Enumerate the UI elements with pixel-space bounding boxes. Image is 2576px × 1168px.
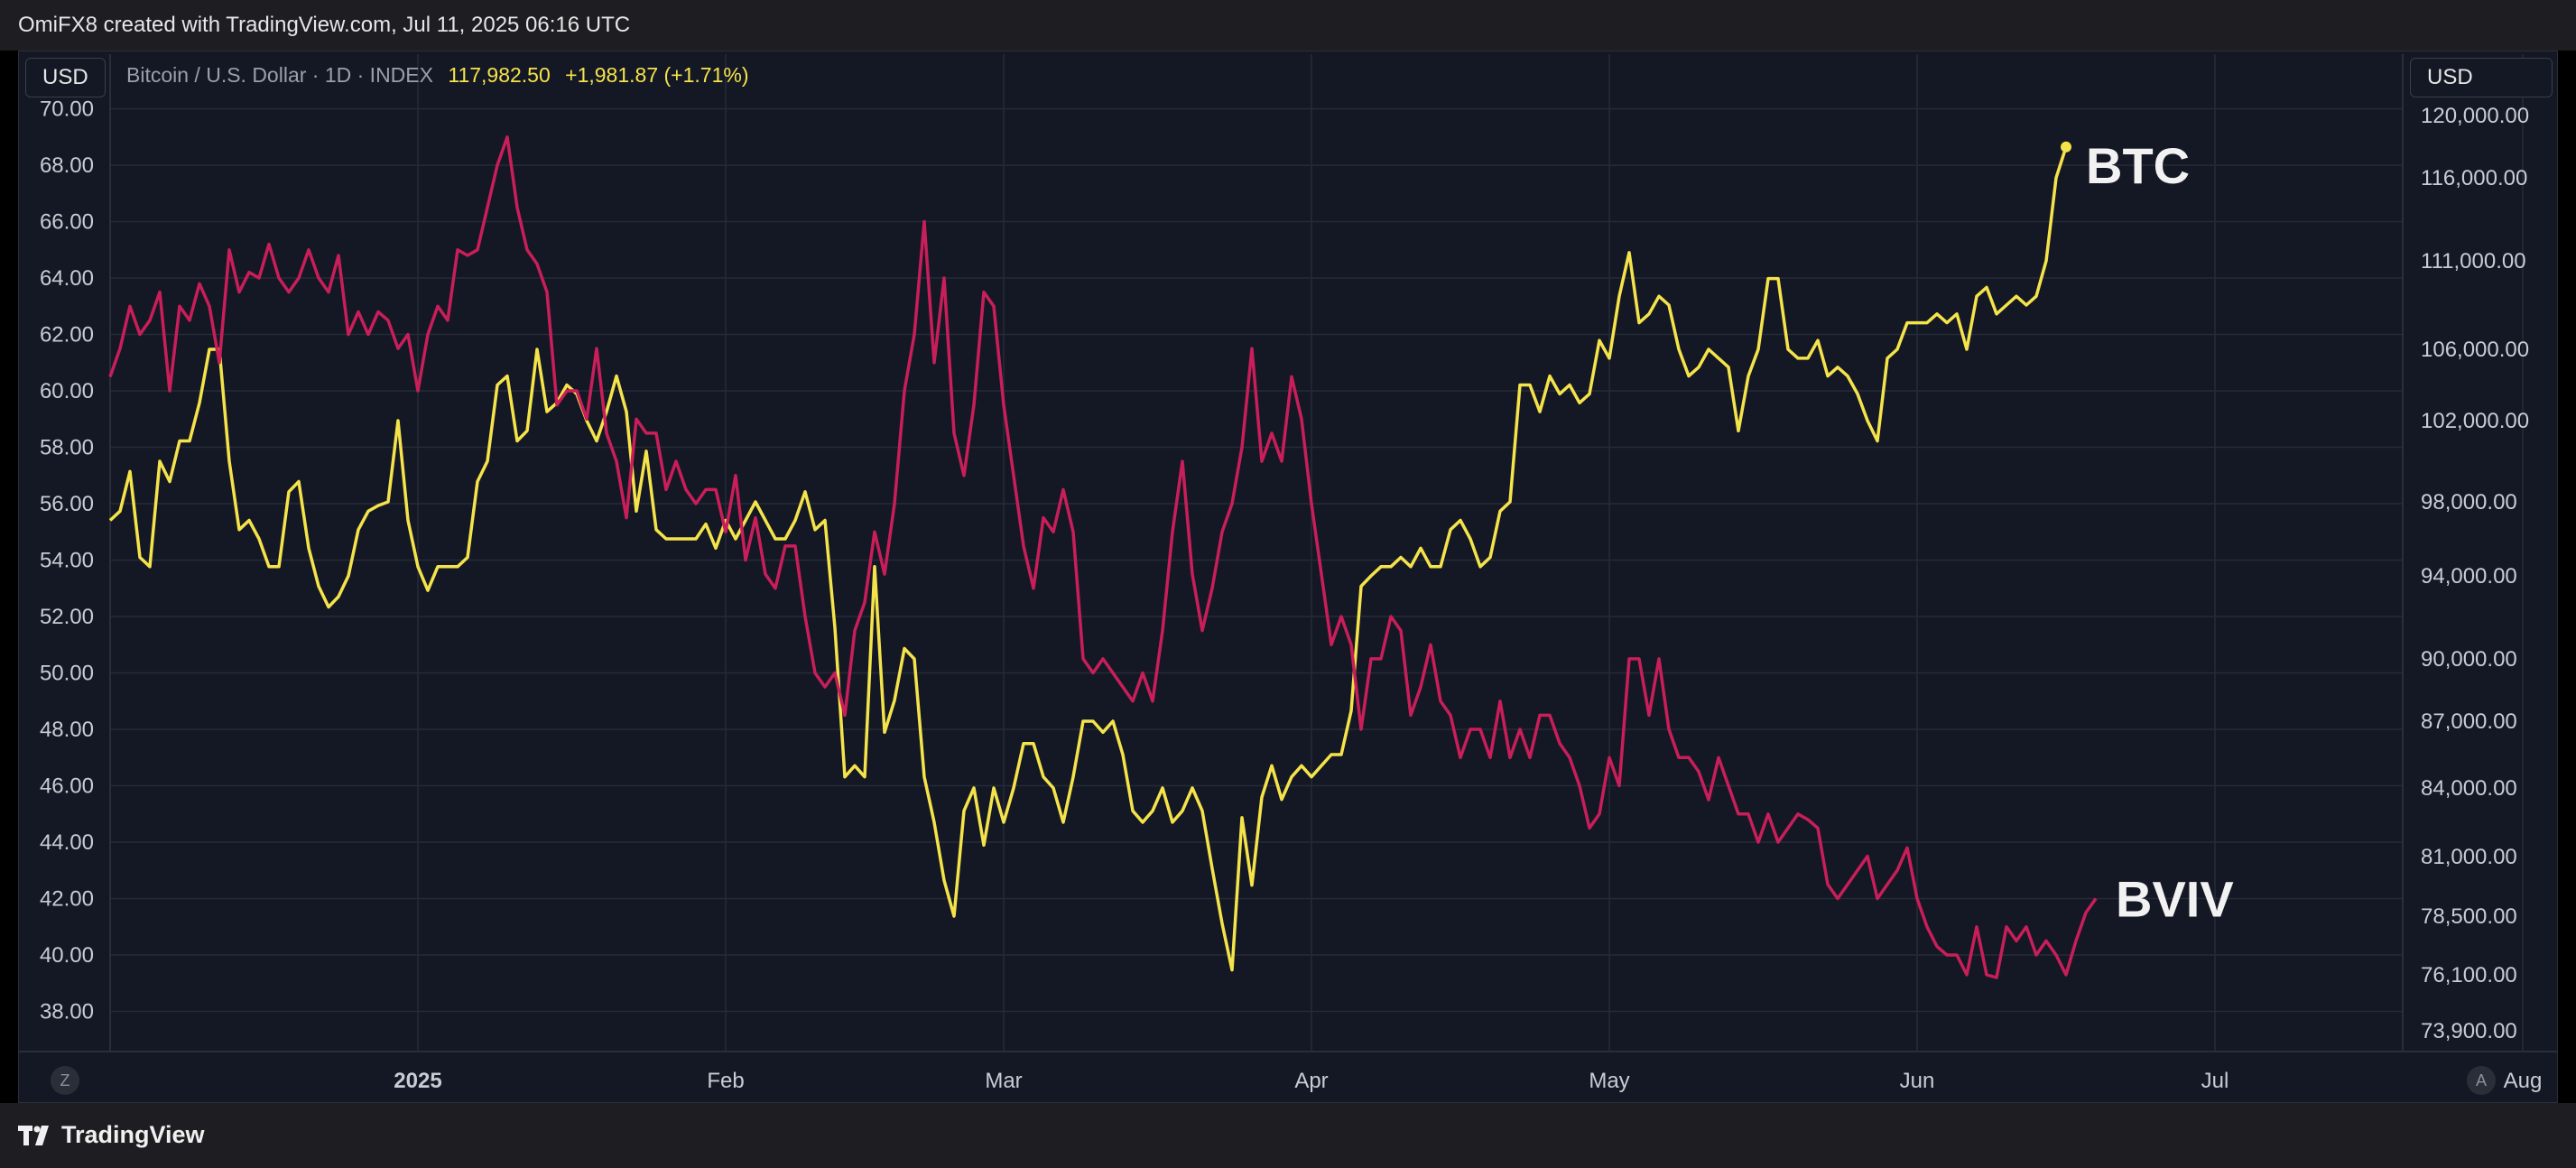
left-tick-label: 62.00 [40,323,94,348]
left-tick-label: 60.00 [40,379,94,403]
footer: TradingView [0,1103,2576,1168]
x-tick-label: Feb [707,1069,744,1093]
left-tick-label: 42.00 [40,887,94,912]
btc-series-line [108,146,2068,972]
btc-series-label: BTC [2086,137,2190,194]
left-tick-label: 54.00 [40,549,94,573]
credit-text: OmiFX8 created with TradingView.com, Jul… [18,13,631,37]
chart-area[interactable] [18,51,2558,1103]
left-tick-label: 50.00 [40,662,94,686]
left-tick-label: 44.00 [40,830,94,855]
right-tick-label: 90,000.00 [2421,647,2517,672]
left-tick-label: 38.00 [40,1000,94,1024]
bviv-series-line [108,135,2098,979]
x-tick-label: Jun [1900,1069,1935,1093]
left-tick-label: 66.00 [40,210,94,235]
right-tick-label: 102,000.00 [2421,409,2529,433]
right-tick-label: 111,000.00 [2421,249,2526,273]
right-tick-label: 87,000.00 [2421,709,2517,734]
left-tick-label: 58.00 [40,436,94,460]
bviv-series-label: BVIV [2116,871,2234,928]
left-tick-label: 68.00 [40,153,94,178]
right-tick-label: 81,000.00 [2421,845,2517,869]
btc-last-point [2061,141,2071,153]
left-tick-label: 48.00 [40,718,94,742]
auto-scale-button[interactable]: A [2467,1066,2496,1095]
price-change: +1,981.87 (+1.71%) [565,63,749,87]
right-tick-label: 84,000.00 [2421,776,2517,801]
right-tick-label: 78,500.00 [2421,904,2517,929]
left-tick-label: 46.00 [40,774,94,799]
symbol-legend[interactable]: Bitcoin / U.S. Dollar · 1D · INDEX 117,9… [126,63,748,88]
right-tick-label: 76,100.00 [2421,963,2517,987]
brand-name: TradingView [61,1121,205,1148]
left-tick-label: 64.00 [40,266,94,291]
left-tick-label: 52.00 [40,605,94,629]
currency-button-left[interactable]: USD [25,58,106,97]
right-tick-label: 94,000.00 [2421,564,2517,589]
x-tick-label: Apr [1294,1069,1328,1093]
x-tick-label: Mar [985,1069,1022,1093]
symbol-name: Bitcoin / U.S. Dollar · 1D · INDEX [126,63,433,87]
x-tick-label: Aug [2504,1069,2543,1093]
zoom-reset-button[interactable]: Z [51,1066,79,1095]
last-price: 117,982.50 [448,63,551,87]
right-tick-label: 98,000.00 [2421,490,2517,514]
right-tick-label: 73,900.00 [2421,1019,2517,1043]
right-tick-label: 106,000.00 [2421,338,2529,362]
left-tick-label: 70.00 [40,97,94,122]
right-tick-label: 120,000.00 [2421,104,2529,128]
left-tick-label: 56.00 [40,492,94,516]
x-tick-label: 2025 [394,1069,441,1093]
top-bar: OmiFX8 created with TradingView.com, Jul… [0,0,2576,51]
x-tick-label: May [1589,1069,1629,1093]
x-tick-label: Jul [2201,1069,2229,1093]
tradingview-logo-icon [18,1125,49,1145]
tradingview-brand[interactable]: TradingView [18,1121,205,1149]
currency-button-right[interactable]: USD [2410,58,2553,97]
right-tick-label: 116,000.00 [2421,166,2527,190]
left-tick-label: 40.00 [40,943,94,968]
